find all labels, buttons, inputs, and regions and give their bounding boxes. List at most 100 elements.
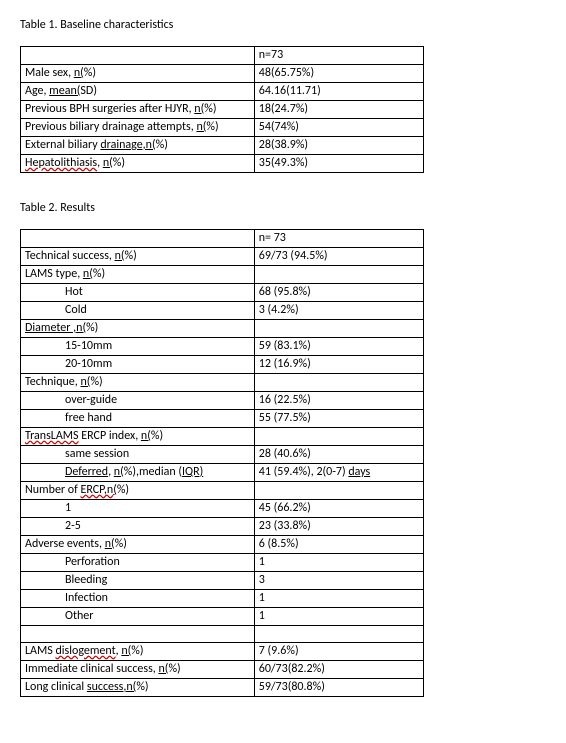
table1-row-value: 18(24.7%) (254, 101, 423, 119)
table1-row-value: 54(74%) (254, 119, 423, 137)
table-row: Technique, n(%) (21, 374, 424, 392)
table-row: Bleeding3 (21, 572, 424, 590)
table-row: Cold3 (4.2%) (21, 302, 424, 320)
table2-row-value: 3 (254, 572, 423, 590)
blank-cell (21, 626, 255, 643)
table-row: Other1 (21, 608, 424, 626)
blank-cell (254, 626, 423, 643)
table2-row-value: 55 (77.5%) (254, 410, 423, 428)
table1-header-row: n=73 (21, 47, 424, 65)
table-row: Adverse events, n(%)6 (8.5%) (21, 536, 424, 554)
table2-header-value: n= 73 (254, 230, 423, 248)
table1-header-empty (21, 47, 255, 65)
table2-row-label: LAMS type, n(%) (21, 266, 255, 284)
table2-row-label: 15-10mm (21, 338, 255, 356)
table2-row-label: free hand (21, 410, 255, 428)
table-row: Technical success, n(%)69/73 (94.5%) (21, 248, 424, 266)
table2-row-label: 20-10mm (21, 356, 255, 374)
table-row: Deferred, n(%),median (IQR)41 (59.4%), 2… (21, 464, 424, 482)
table2-row-value: 68 (95.8%) (254, 284, 423, 302)
table1-row-label: Male sex, n(%) (21, 65, 255, 83)
table2-row-value (254, 428, 423, 446)
table2-row-label: Deferred, n(%),median (IQR) (21, 464, 255, 482)
table2-row-label: Technique, n(%) (21, 374, 255, 392)
table-row: 2-523 (33.8%) (21, 518, 424, 536)
table2-row-value: 12 (16.9%) (254, 356, 423, 374)
table2-row-label: Technical success, n(%) (21, 248, 255, 266)
table2-row-label: Infection (21, 590, 255, 608)
table2-row-value (254, 320, 423, 338)
table2-row-value: 23 (33.8%) (254, 518, 423, 536)
table-row: LAMS dislogement, n(%)7 (9.6%) (21, 643, 424, 661)
table2-row-label: over-guide (21, 392, 255, 410)
table1: n=73 Male sex, n(%)48(65.75%)Age, mean(S… (20, 46, 424, 173)
table-row: 15-10mm59 (83.1%) (21, 338, 424, 356)
table2-row-value (254, 482, 423, 500)
table2-row-value: 3 (4.2%) (254, 302, 423, 320)
table2-row-label: 2-5 (21, 518, 255, 536)
table1-header-value: n=73 (254, 47, 423, 65)
table-row: External biliary drainage,n(%)28(38.9%) (21, 137, 424, 155)
table-row: Perforation1 (21, 554, 424, 572)
table-row: Diameter ,n(%) (21, 320, 424, 338)
table2-row-label: Bleeding (21, 572, 255, 590)
table-row: Previous BPH surgeries after HJYR, n(%)1… (21, 101, 424, 119)
table1-row-label: Previous biliary drainage attempts, n(%) (21, 119, 255, 137)
table1-row-value: 28(38.9%) (254, 137, 423, 155)
table-row: Hepatolithiasis, n(%)35(49.3%) (21, 155, 424, 173)
table-row: Long clinical success,n(%)59/73(80.8%) (21, 679, 424, 697)
table2-row-label: Long clinical success,n(%) (21, 679, 255, 697)
table2-row-value (254, 266, 423, 284)
table2-row-label: Diameter ,n(%) (21, 320, 255, 338)
table2-row-label: Number of ERCP,n(%) (21, 482, 255, 500)
table-row: Age, mean(SD)64.16(11.71) (21, 83, 424, 101)
table2-row-value: 69/73 (94.5%) (254, 248, 423, 266)
table-row: free hand55 (77.5%) (21, 410, 424, 428)
table2-row-label: Cold (21, 302, 255, 320)
table2-row-value: 45 (66.2%) (254, 500, 423, 518)
table2-row-value: 41 (59.4%), 2(0-7) days (254, 464, 423, 482)
table2-header-empty (21, 230, 255, 248)
table-row: Immediate clinical success, n(%)60/73(82… (21, 661, 424, 679)
table2-row-label: 1 (21, 500, 255, 518)
table2-row-value: 59 (83.1%) (254, 338, 423, 356)
table-row: LAMS type, n(%) (21, 266, 424, 284)
table-row: over-guide16 (22.5%) (21, 392, 424, 410)
table2-row-value: 7 (9.6%) (254, 643, 423, 661)
table2-row-label: same session (21, 446, 255, 464)
table-row: 145 (66.2%) (21, 500, 424, 518)
table-row: Previous biliary drainage attempts, n(%)… (21, 119, 424, 137)
table-row: Number of ERCP,n(%) (21, 482, 424, 500)
table-row: Male sex, n(%)48(65.75%) (21, 65, 424, 83)
table2: n= 73 Technical success, n(%)69/73 (94.5… (20, 229, 424, 697)
table2-row-label: LAMS dislogement, n(%) (21, 643, 255, 661)
table1-row-label: Hepatolithiasis, n(%) (21, 155, 255, 173)
table2-row-label: Adverse events, n(%) (21, 536, 255, 554)
table2-row-label: Perforation (21, 554, 255, 572)
table1-row-label: Previous BPH surgeries after HJYR, n(%) (21, 101, 255, 119)
table2-row-value: 16 (22.5%) (254, 392, 423, 410)
table1-row-value: 35(49.3%) (254, 155, 423, 173)
table2-row-value: 59/73(80.8%) (254, 679, 423, 697)
table2-row-value: 60/73(82.2%) (254, 661, 423, 679)
table2-row-value (254, 374, 423, 392)
table2-title: Table 2. Results (20, 201, 546, 215)
table-row: 20-10mm12 (16.9%) (21, 356, 424, 374)
table2-row-label: TransLAMS ERCP index, n(%) (21, 428, 255, 446)
table2-row-value: 1 (254, 590, 423, 608)
table1-title: Table 1. Baseline characteristics (20, 18, 546, 32)
table2-row-value: 1 (254, 608, 423, 626)
table-row (21, 626, 424, 643)
table-row: same session28 (40.6%) (21, 446, 424, 464)
table2-row-label: Other (21, 608, 255, 626)
table-row: Infection1 (21, 590, 424, 608)
table-row: Hot68 (95.8%) (21, 284, 424, 302)
table-row: TransLAMS ERCP index, n(%) (21, 428, 424, 446)
table2-row-value: 1 (254, 554, 423, 572)
table1-row-value: 64.16(11.71) (254, 83, 423, 101)
table1-row-label: Age, mean(SD) (21, 83, 255, 101)
table2-row-value: 6 (8.5%) (254, 536, 423, 554)
table2-header-row: n= 73 (21, 230, 424, 248)
table1-row-value: 48(65.75%) (254, 65, 423, 83)
table2-row-value: 28 (40.6%) (254, 446, 423, 464)
